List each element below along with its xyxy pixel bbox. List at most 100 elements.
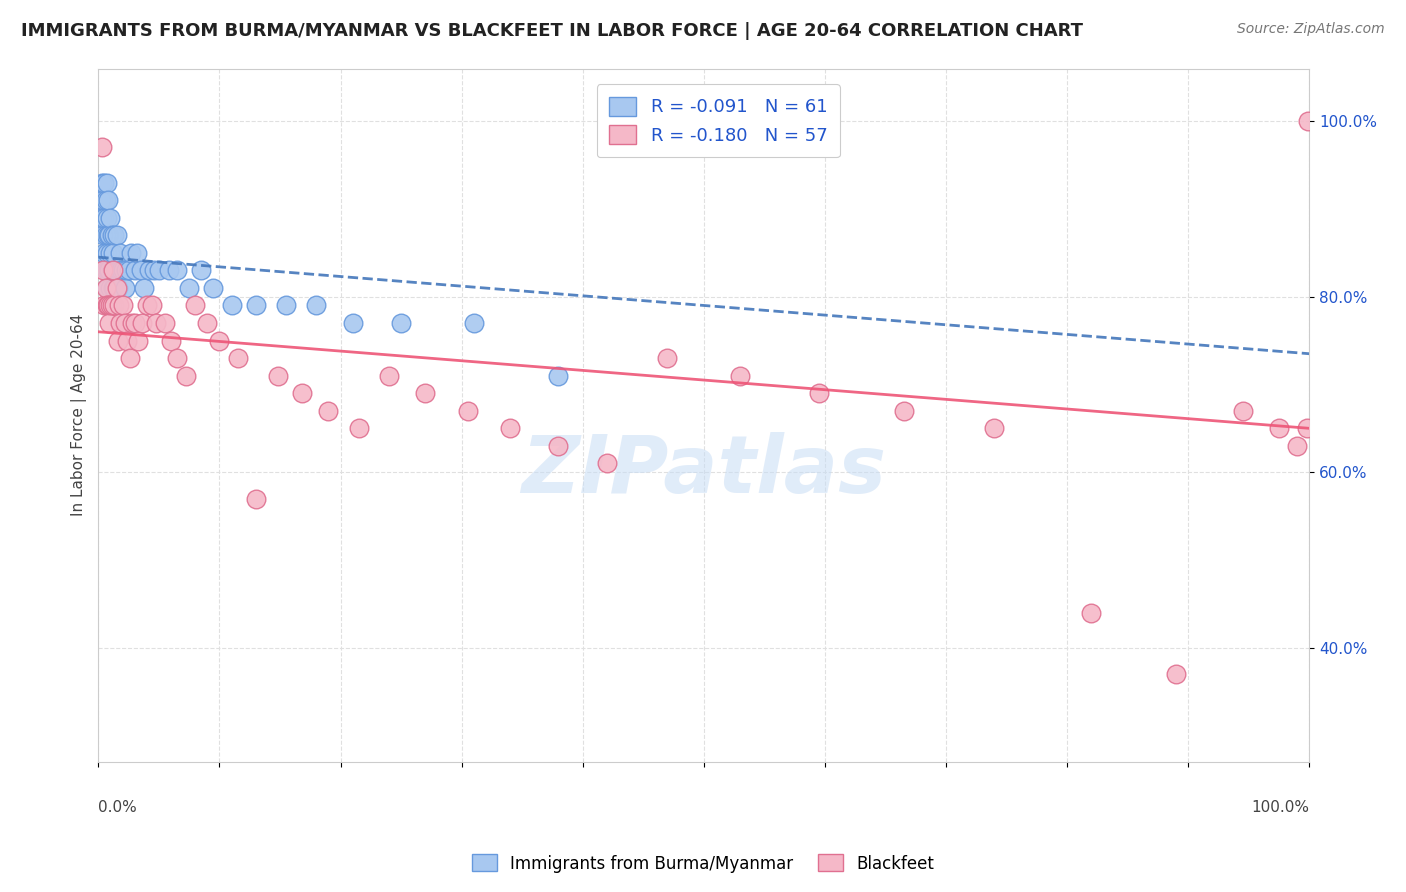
Point: [190, 263, 212, 277]
Y-axis label: In Labor Force | Age 20-64: In Labor Force | Age 20-64: [72, 314, 87, 516]
Point: [118, 351, 141, 365]
Point: [96, 211, 118, 225]
Point: [143, 263, 166, 277]
Point: [1268, 421, 1291, 435]
Point: [110, 263, 132, 277]
Point: [91, 176, 114, 190]
Point: [226, 351, 249, 365]
Point: [221, 298, 243, 312]
Point: [1296, 114, 1319, 128]
Point: [91, 193, 114, 207]
Point: [96, 298, 118, 312]
Point: [108, 263, 131, 277]
Point: [378, 368, 401, 383]
Point: [127, 334, 149, 348]
Point: [547, 368, 569, 383]
Point: [131, 316, 153, 330]
Point: [174, 368, 197, 383]
Point: [117, 263, 139, 277]
Point: [101, 263, 124, 277]
Point: [657, 351, 679, 365]
Point: [100, 211, 122, 225]
Point: [90, 193, 112, 207]
Point: [342, 316, 364, 330]
Point: [97, 193, 120, 207]
Point: [100, 298, 122, 312]
Text: Source: ZipAtlas.com: Source: ZipAtlas.com: [1237, 22, 1385, 37]
Point: [1295, 421, 1317, 435]
Text: IMMIGRANTS FROM BURMA/MYANMAR VS BLACKFEET IN LABOR FORCE | AGE 20-64 CORRELATIO: IMMIGRANTS FROM BURMA/MYANMAR VS BLACKFE…: [21, 22, 1083, 40]
Point: [97, 228, 120, 243]
Point: [208, 334, 231, 348]
Point: [111, 263, 134, 277]
Point: [274, 298, 297, 312]
Point: [101, 281, 124, 295]
Point: [141, 298, 163, 312]
Point: [91, 211, 114, 225]
Point: [91, 140, 114, 154]
Point: [457, 403, 479, 417]
Point: [179, 281, 201, 295]
Point: [107, 281, 129, 295]
Point: [105, 281, 128, 295]
Point: [184, 298, 207, 312]
Point: [305, 298, 328, 312]
Point: [96, 281, 118, 295]
Point: [96, 245, 118, 260]
Text: ZIPatlas: ZIPatlas: [522, 432, 886, 509]
Point: [124, 316, 146, 330]
Point: [145, 316, 167, 330]
Point: [100, 281, 122, 295]
Point: [195, 316, 218, 330]
Point: [93, 298, 115, 312]
Point: [134, 281, 156, 295]
Point: [103, 298, 125, 312]
Point: [103, 228, 125, 243]
Point: [266, 368, 288, 383]
Point: [121, 316, 143, 330]
Point: [728, 368, 751, 383]
Point: [100, 298, 122, 312]
Point: [101, 245, 124, 260]
Point: [166, 351, 188, 365]
Point: [318, 403, 340, 417]
Point: [100, 228, 122, 243]
Point: [100, 245, 122, 260]
Point: [135, 298, 157, 312]
Point: [93, 211, 115, 225]
Point: [94, 193, 117, 207]
Point: [103, 281, 125, 295]
Point: [96, 176, 118, 190]
Point: [129, 263, 152, 277]
Point: [98, 263, 121, 277]
Point: [94, 228, 117, 243]
Point: [108, 316, 131, 330]
Point: [91, 228, 114, 243]
Point: [347, 421, 370, 435]
Legend: Immigrants from Burma/Myanmar, Blackfeet: Immigrants from Burma/Myanmar, Blackfeet: [465, 847, 941, 880]
Point: [245, 298, 267, 312]
Point: [160, 334, 183, 348]
Point: [98, 228, 121, 243]
Point: [807, 386, 830, 401]
Point: [108, 245, 131, 260]
Point: [127, 245, 149, 260]
Text: 0.0%: 0.0%: [98, 800, 138, 815]
Point: [108, 298, 131, 312]
Point: [1080, 606, 1102, 620]
Point: [97, 298, 120, 312]
Point: [94, 263, 117, 277]
Point: [91, 263, 114, 277]
Point: [166, 263, 188, 277]
Point: [100, 263, 122, 277]
Point: [114, 316, 136, 330]
Point: [94, 281, 117, 295]
Point: [202, 281, 225, 295]
Point: [893, 403, 915, 417]
Point: [291, 386, 314, 401]
Point: [93, 245, 115, 260]
Point: [153, 316, 176, 330]
Point: [107, 334, 129, 348]
Point: [148, 263, 170, 277]
Point: [105, 228, 128, 243]
